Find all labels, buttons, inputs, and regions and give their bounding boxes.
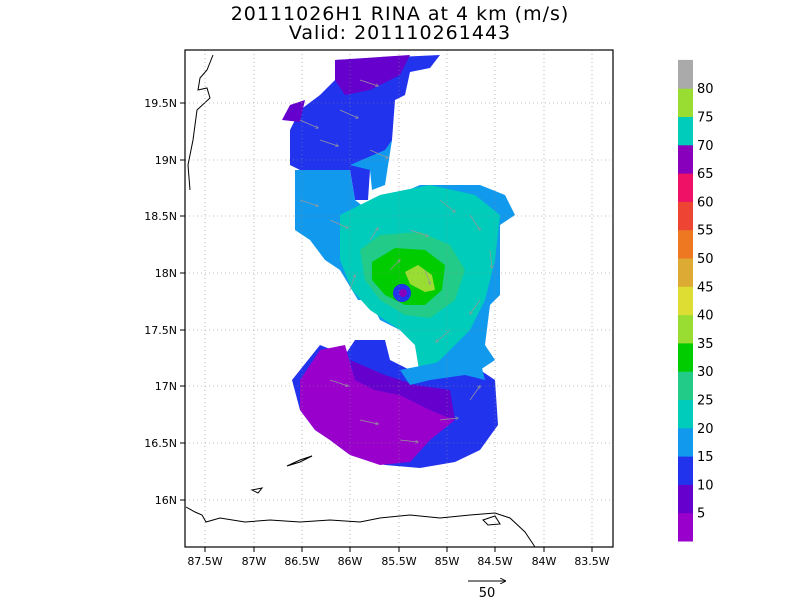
y-tick-label: 18N: [155, 267, 177, 280]
colorbar-label: 40: [697, 309, 714, 324]
map-grid: [185, 50, 613, 547]
y-tick-label: 19N: [155, 154, 177, 167]
x-tick-label: 85W: [435, 555, 460, 568]
colorbar-swatch: [678, 427, 693, 457]
x-tick-label: 87.5W: [187, 555, 222, 568]
x-tick-label: 84.5W: [477, 555, 512, 568]
colorbar-label: 55: [697, 224, 714, 239]
colorbar-swatch: [678, 512, 693, 542]
colorbar-label: 75: [697, 111, 714, 126]
y-tick-label: 16N: [155, 494, 177, 507]
axis-ticks: [180, 102, 593, 552]
colorbar-swatch: [678, 201, 693, 231]
colorbar-swatches: [678, 59, 693, 542]
x-tick-label: 84W: [532, 555, 557, 568]
colorbar-label: 45: [697, 280, 714, 295]
coastline: [185, 54, 536, 548]
y-tick-label: 18.5N: [144, 210, 177, 223]
x-tick-label: 85.5W: [381, 555, 416, 568]
x-tick-label: 83.5W: [574, 555, 609, 568]
colorbar-label: 50: [697, 252, 714, 267]
x-tick-label: 86.5W: [284, 555, 319, 568]
colorbar-swatch: [678, 258, 693, 287]
colorbar-swatch: [678, 59, 693, 89]
reference-vector: 50: [468, 581, 505, 600]
x-tick-label: 86W: [338, 555, 363, 568]
colorbar-label: 35: [697, 337, 714, 352]
colorbar-label: 25: [697, 394, 714, 409]
y-tick-label: 17.5N: [144, 324, 177, 337]
colorbar-swatch: [678, 314, 693, 344]
y-tick-label: 19.5N: [144, 97, 177, 110]
wind-vectors: [299, 79, 492, 442]
plot-title-line1: 20111026H1 RINA at 4 km (m/s): [230, 3, 570, 25]
colorbar-label: 80: [697, 82, 714, 97]
colorbar-label: 30: [697, 365, 714, 380]
colorbar-label: 20: [697, 422, 714, 437]
colorbar-swatch: [678, 342, 693, 372]
colorbar-label: 15: [697, 450, 714, 465]
colorbar-swatch: [678, 144, 693, 174]
reference-vector-label: 50: [479, 586, 496, 600]
colorbar-swatch: [678, 116, 693, 146]
x-tick-label: 87W: [242, 555, 267, 568]
colorbar-swatch: [678, 286, 693, 316]
colorbar-label: 70: [697, 139, 714, 154]
colorbar-swatch: [678, 173, 693, 202]
y-tick-label: 16.5N: [144, 437, 177, 450]
plot-title-line2: Valid: 201110261443: [288, 22, 512, 44]
colorbar-label: 65: [697, 167, 714, 182]
colorbar-label: 60: [697, 195, 714, 210]
colorbar-swatch: [678, 88, 693, 117]
colorbar-label: 10: [697, 478, 714, 493]
wind-speed-shading: [282, 55, 515, 468]
colorbar-swatch: [678, 229, 693, 259]
colorbar-swatch: [678, 484, 693, 514]
colorbar-swatch: [678, 399, 693, 429]
colorbar-swatch: [678, 456, 693, 485]
y-tick-label: 17N: [155, 380, 177, 393]
colorbar-label: 5: [697, 507, 705, 522]
colorbar-swatch: [678, 371, 693, 400]
